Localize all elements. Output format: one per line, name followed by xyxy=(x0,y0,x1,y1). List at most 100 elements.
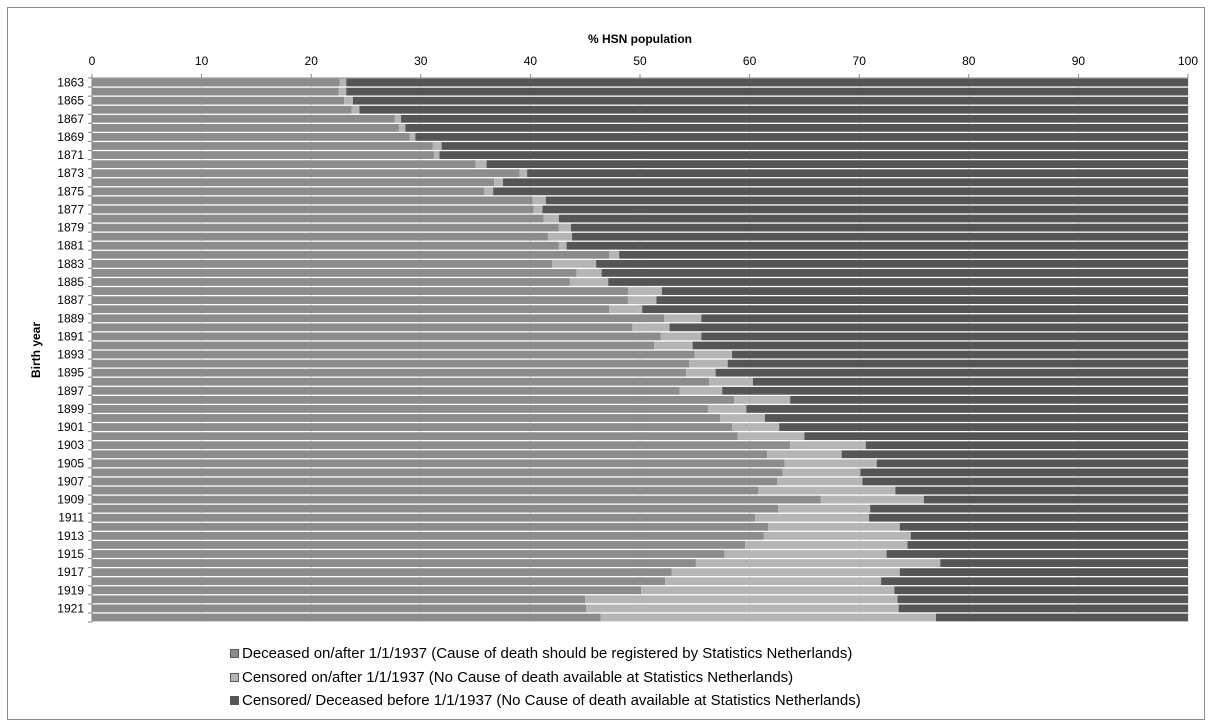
bar-segment xyxy=(519,169,528,178)
bar-segment xyxy=(782,468,861,477)
bar-segment xyxy=(92,441,791,450)
y-tick-label: 1905 xyxy=(57,456,84,470)
bar-segment xyxy=(660,332,702,341)
y-tick-label: 1895 xyxy=(57,366,84,380)
bar-segment xyxy=(92,423,733,431)
y-tick-label: 1891 xyxy=(57,329,84,343)
bar-segment xyxy=(720,414,765,422)
bar-segment xyxy=(409,133,416,141)
bar-segment xyxy=(767,450,842,459)
bar-segment xyxy=(695,559,941,567)
bar-segment xyxy=(722,386,1188,395)
bar-segment xyxy=(92,613,601,622)
bar-segment xyxy=(876,459,1188,468)
x-tick-label: 50 xyxy=(633,54,647,68)
bar-segment xyxy=(790,395,1188,404)
x-tick-label: 70 xyxy=(853,54,867,68)
bar-segment xyxy=(709,377,753,386)
bar-segment xyxy=(724,550,887,558)
x-axis-title: % HSN population xyxy=(588,32,692,46)
bar-segment xyxy=(441,142,1188,150)
y-tick-label: 1869 xyxy=(57,130,84,144)
x-tick-label: 10 xyxy=(195,54,209,68)
bar-segment xyxy=(92,550,725,558)
y-tick-label: 1873 xyxy=(57,166,84,180)
bar-segment xyxy=(92,432,738,441)
bar-segment xyxy=(92,287,628,295)
bar-segment xyxy=(92,595,586,604)
bar-segment xyxy=(533,205,543,214)
bar-segment xyxy=(870,504,1188,513)
gridlines xyxy=(91,78,1189,622)
legend-item-censored-before: Censored/ Deceased before 1/1/1937 (No C… xyxy=(230,689,861,713)
y-tick-label: 1909 xyxy=(57,493,84,507)
bar-segment xyxy=(558,214,1188,223)
bar-segment xyxy=(841,450,1188,459)
bar-segment xyxy=(92,214,544,223)
bar-segment xyxy=(92,468,783,477)
bar-segment xyxy=(692,341,1188,350)
bar-segment xyxy=(940,559,1188,567)
bar-segment xyxy=(547,232,573,241)
x-tick-label: 90 xyxy=(1072,54,1086,68)
bar-segment xyxy=(679,386,723,395)
bar-segment xyxy=(686,368,716,377)
bar-segment xyxy=(92,459,785,468)
bar-segment xyxy=(601,269,1188,277)
bar-segment xyxy=(92,341,655,350)
bar-segment xyxy=(92,205,534,214)
bar-segment xyxy=(860,468,1188,477)
bar-segment xyxy=(92,568,672,577)
bar-segment xyxy=(92,142,433,150)
y-tick-label: 1879 xyxy=(57,221,84,235)
bar-segment xyxy=(475,160,487,169)
bar-segment xyxy=(746,405,1188,413)
bar-segment xyxy=(394,114,402,123)
bar-segment xyxy=(886,550,1188,558)
bar-segment xyxy=(669,323,1188,332)
bar-segment xyxy=(484,187,494,196)
bar-segment xyxy=(894,586,1188,595)
y-tick-label: 1887 xyxy=(57,293,84,307)
bar-segment xyxy=(92,269,577,277)
y-tick-label: 1863 xyxy=(57,76,84,90)
bar-segment xyxy=(779,423,1188,431)
bar-segment xyxy=(804,432,1188,441)
bar-segment xyxy=(627,287,662,295)
bar-segment xyxy=(92,377,710,386)
y-tick-label: 1911 xyxy=(58,511,84,525)
bar-segment xyxy=(572,232,1188,241)
bar-segment xyxy=(745,541,908,549)
bar-segment xyxy=(92,87,339,96)
bar-segment xyxy=(558,241,567,250)
bar-segment xyxy=(92,105,352,114)
bar-segment xyxy=(415,133,1188,141)
bar-segment xyxy=(777,477,863,486)
bar-segment xyxy=(758,486,896,495)
y-tick-label: 1889 xyxy=(57,311,84,325)
bar-segment xyxy=(92,559,696,567)
y-tick-label: 1893 xyxy=(57,348,84,362)
bar-segment xyxy=(92,241,559,250)
y-tick-label: 1883 xyxy=(57,257,84,271)
bar-segment xyxy=(585,595,898,604)
bar-segment xyxy=(665,577,882,586)
bar-segment xyxy=(701,332,1188,341)
bar-segment xyxy=(405,123,1188,132)
bar-segment xyxy=(338,87,347,96)
x-tick-label: 0 xyxy=(89,54,96,68)
bar-segment xyxy=(732,423,780,431)
bar-segment xyxy=(92,350,695,359)
y-tick-label: 1903 xyxy=(57,438,84,452)
bar-segment xyxy=(763,531,911,540)
bar-segment xyxy=(92,513,756,522)
y-tick-label: 1897 xyxy=(57,384,84,398)
bar-segment xyxy=(92,495,821,504)
y-tick-label: 1865 xyxy=(57,94,84,108)
x-tick-label: 40 xyxy=(524,54,538,68)
bar-segment xyxy=(552,259,597,268)
bar-segment xyxy=(92,169,520,178)
y-tick-label: 1907 xyxy=(57,474,84,488)
bar-segment xyxy=(92,359,690,368)
